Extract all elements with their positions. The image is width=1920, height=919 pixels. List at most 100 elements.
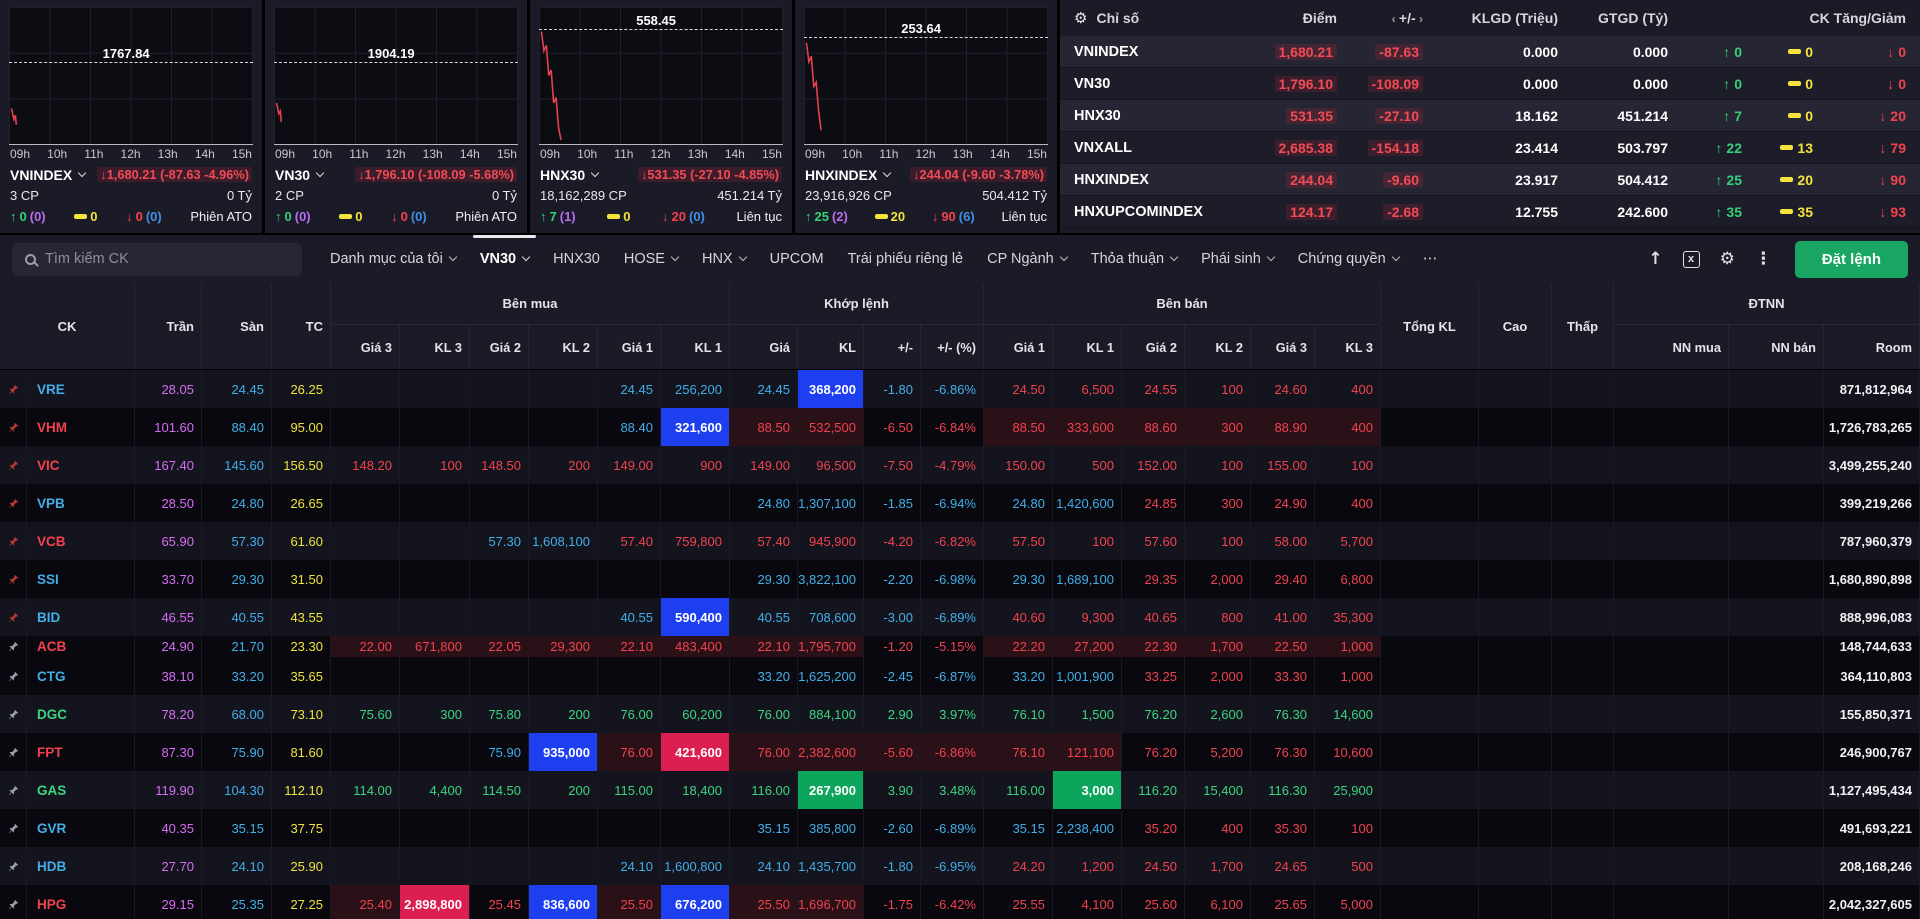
pin-icon[interactable] bbox=[0, 733, 27, 771]
pin-icon[interactable] bbox=[0, 522, 27, 560]
pin-icon[interactable] bbox=[0, 370, 27, 408]
stock-row-gvr[interactable]: GVR 40.35 35.15 37.75 35.15 385,800 -2.60 -6.89… bbox=[0, 809, 1920, 847]
col-b-n-b-n[interactable]: Bên bán bbox=[984, 283, 1381, 325]
stock-row-hdb[interactable]: HDB 27.70 24.10 25.90 24.10 1,600,800 24.10 1,4… bbox=[0, 847, 1920, 885]
col-b-n-mua[interactable]: Bên mua bbox=[331, 283, 730, 325]
index-table-row[interactable]: VNXALL 2,685.38 -154.18 23.414 503.797 ↑… bbox=[1060, 132, 1920, 164]
col-kl-3[interactable]: KL 3 bbox=[400, 325, 470, 369]
stock-row-dgc[interactable]: DGC 78.20 68.00 73.10 75.60 300 75.80 200 76.00 6… bbox=[0, 695, 1920, 733]
tab-vn30[interactable]: VN30 bbox=[468, 235, 541, 283]
stock-row-hpg[interactable]: HPG 29.15 25.35 27.25 25.40 2,898,800 25.45 836… bbox=[0, 885, 1920, 919]
pin-icon[interactable] bbox=[0, 847, 27, 885]
pin-icon[interactable] bbox=[0, 484, 27, 522]
ticker-symbol[interactable]: VIC bbox=[27, 446, 135, 484]
ticker-symbol[interactable]: VPB bbox=[27, 484, 135, 522]
gear-icon[interactable]: ⚙ bbox=[1719, 249, 1735, 269]
chart-plot[interactable]: 558.45 bbox=[539, 7, 783, 145]
pin-icon[interactable] bbox=[0, 560, 27, 598]
index-table-row[interactable]: HNX30 531.35 -27.10 18.162 451.214 ↑ 7 0 … bbox=[1060, 100, 1920, 132]
ticker-symbol[interactable]: DGC bbox=[27, 695, 135, 733]
col-kl-2[interactable]: KL 2 bbox=[529, 325, 598, 369]
ticker-symbol[interactable]: HDB bbox=[27, 847, 135, 885]
ticker-symbol[interactable]: BID bbox=[27, 598, 135, 636]
stock-row-vic[interactable]: VIC 167.40 145.60 156.50 148.20 100 148.50 200 1… bbox=[0, 446, 1920, 484]
col-more[interactable]: +/- bbox=[864, 325, 921, 369]
ticker-symbol[interactable]: ACB bbox=[27, 636, 135, 657]
pin-icon[interactable] bbox=[0, 885, 27, 919]
place-order-button[interactable]: Đặt lệnh bbox=[1794, 240, 1908, 278]
col-s-n[interactable]: Sàn bbox=[202, 283, 272, 369]
pin-icon[interactable] bbox=[0, 809, 27, 847]
col-tc[interactable]: TC bbox=[272, 283, 331, 369]
tab-hnx[interactable]: HNX bbox=[690, 235, 758, 283]
col-gi-2[interactable]: Giá 2 bbox=[1122, 325, 1185, 369]
col-room[interactable]: Room bbox=[1824, 325, 1920, 369]
col-kl-2[interactable]: KL 2 bbox=[1185, 325, 1251, 369]
arrow-up-icon[interactable]: ↑ bbox=[1648, 249, 1663, 269]
col-kl-3[interactable]: KL 3 bbox=[1315, 325, 1381, 369]
col-kh-p-l-nh[interactable]: Khớp lệnh bbox=[730, 283, 984, 325]
pin-icon[interactable] bbox=[0, 408, 27, 446]
index-table-row[interactable]: HNXINDEX 244.04 -9.60 23.917 504.412 ↑ 25… bbox=[1060, 164, 1920, 196]
tab-th-a-thu-n[interactable]: Thỏa thuận bbox=[1079, 235, 1189, 283]
col-gi-2[interactable]: Giá 2 bbox=[470, 325, 529, 369]
ticker-symbol[interactable]: HPG bbox=[27, 885, 135, 919]
index-table-row[interactable]: VN30 1,796.10 -108.09 0.000 0.000 ↑ 0 0 ↓… bbox=[1060, 68, 1920, 100]
col-gi-1[interactable]: Giá 1 bbox=[598, 325, 661, 369]
col-nn-b-n[interactable]: NN bán bbox=[1729, 325, 1824, 369]
indices-col-change[interactable]: ‹ +/- › bbox=[1391, 10, 1423, 26]
stock-row-acb[interactable]: ACB 24.90 21.70 23.30 22.00 671,800 22.05 29,30… bbox=[0, 636, 1920, 657]
ticker-symbol[interactable]: SSI bbox=[27, 560, 135, 598]
col-kl[interactable]: KL bbox=[798, 325, 864, 369]
ticker-symbol[interactable]: GAS bbox=[27, 771, 135, 809]
ticker-symbol[interactable]: VCB bbox=[27, 522, 135, 560]
col-more[interactable]: +/- (%) bbox=[921, 325, 984, 369]
pin-icon[interactable] bbox=[0, 657, 27, 695]
search-input[interactable] bbox=[45, 251, 265, 267]
col-tnn[interactable]: ĐTNN bbox=[1614, 283, 1920, 325]
col-tr-n[interactable]: Trần bbox=[135, 283, 202, 369]
tab-hose[interactable]: HOSE bbox=[612, 235, 690, 283]
kebab-menu-icon[interactable]: ⋮ bbox=[1754, 249, 1772, 269]
stock-row-vhm[interactable]: VHM 101.60 88.40 95.00 88.40 321,600 88.50 532,… bbox=[0, 408, 1920, 446]
chart-plot[interactable]: 253.64 bbox=[804, 7, 1048, 145]
stock-row-vpb[interactable]: VPB 28.50 24.80 26.65 24.80 1,307,100 -1.85 -6.… bbox=[0, 484, 1920, 522]
pin-icon[interactable] bbox=[0, 598, 27, 636]
gear-icon[interactable]: ⚙ bbox=[1074, 9, 1088, 27]
pin-icon[interactable] bbox=[0, 695, 27, 733]
tab-more[interactable]: ⋯ bbox=[1411, 235, 1450, 283]
tab-tr-i-phi-u-ri-ng-l[interactable]: Trái phiếu riêng lẻ bbox=[836, 235, 976, 283]
index-name-dropdown[interactable]: VN30 bbox=[275, 167, 325, 183]
pin-icon[interactable] bbox=[0, 771, 27, 809]
stock-search[interactable] bbox=[12, 242, 302, 276]
ticker-symbol[interactable]: VRE bbox=[27, 370, 135, 408]
stock-row-vcb[interactable]: VCB 65.90 57.30 61.60 57.30 1,608,100 57.40 759… bbox=[0, 522, 1920, 560]
stock-row-ssi[interactable]: SSI 33.70 29.30 31.50 29.30 3,822,100 -2.20 -6.… bbox=[0, 560, 1920, 598]
ticker-symbol[interactable]: GVR bbox=[27, 809, 135, 847]
tab-danh-m-c-c-a-t-i[interactable]: Danh mục của tôi bbox=[318, 235, 468, 283]
chart-plot[interactable]: 1904.19 bbox=[274, 7, 518, 145]
col-kl-1[interactable]: KL 1 bbox=[1053, 325, 1122, 369]
ticker-symbol[interactable]: CTG bbox=[27, 657, 135, 695]
pin-icon[interactable] bbox=[0, 446, 27, 484]
pin-icon[interactable] bbox=[0, 636, 27, 657]
index-table-row[interactable]: VNINDEX 1,680.21 -87.63 0.000 0.000 ↑ 0 0… bbox=[1060, 36, 1920, 68]
col-nn-mua[interactable]: NN mua bbox=[1614, 325, 1729, 369]
col-gi-3[interactable]: Giá 3 bbox=[1251, 325, 1315, 369]
tab-ch-ng-quy-n[interactable]: Chứng quyền bbox=[1286, 235, 1411, 283]
col-t-ng-kl[interactable]: Tổng KL bbox=[1381, 283, 1479, 369]
index-name-dropdown[interactable]: VNINDEX bbox=[10, 167, 87, 183]
col-th-p[interactable]: Thấp bbox=[1552, 283, 1614, 369]
col-gi-1[interactable]: Giá 1 bbox=[984, 325, 1053, 369]
chart-plot[interactable]: 1767.84 bbox=[9, 7, 253, 145]
col-gi-3[interactable]: Giá 3 bbox=[331, 325, 400, 369]
stock-row-ctg[interactable]: CTG 38.10 33.20 35.65 33.20 1,625,200 -2.45 -6.… bbox=[0, 657, 1920, 695]
tab-cp-ng-nh[interactable]: CP Ngành bbox=[975, 235, 1079, 283]
ticker-symbol[interactable]: FPT bbox=[27, 733, 135, 771]
tab-hnx30[interactable]: HNX30 bbox=[541, 235, 612, 283]
index-name-dropdown[interactable]: HNXINDEX bbox=[805, 167, 892, 183]
stock-row-vre[interactable]: VRE 28.05 24.45 26.25 24.45 256,200 24.45 368,2… bbox=[0, 370, 1920, 408]
col-kl-1[interactable]: KL 1 bbox=[661, 325, 730, 369]
index-name-dropdown[interactable]: HNX30 bbox=[540, 167, 600, 183]
stock-row-bid[interactable]: BID 46.55 40.55 43.55 40.55 590,400 40.55 708,6… bbox=[0, 598, 1920, 636]
